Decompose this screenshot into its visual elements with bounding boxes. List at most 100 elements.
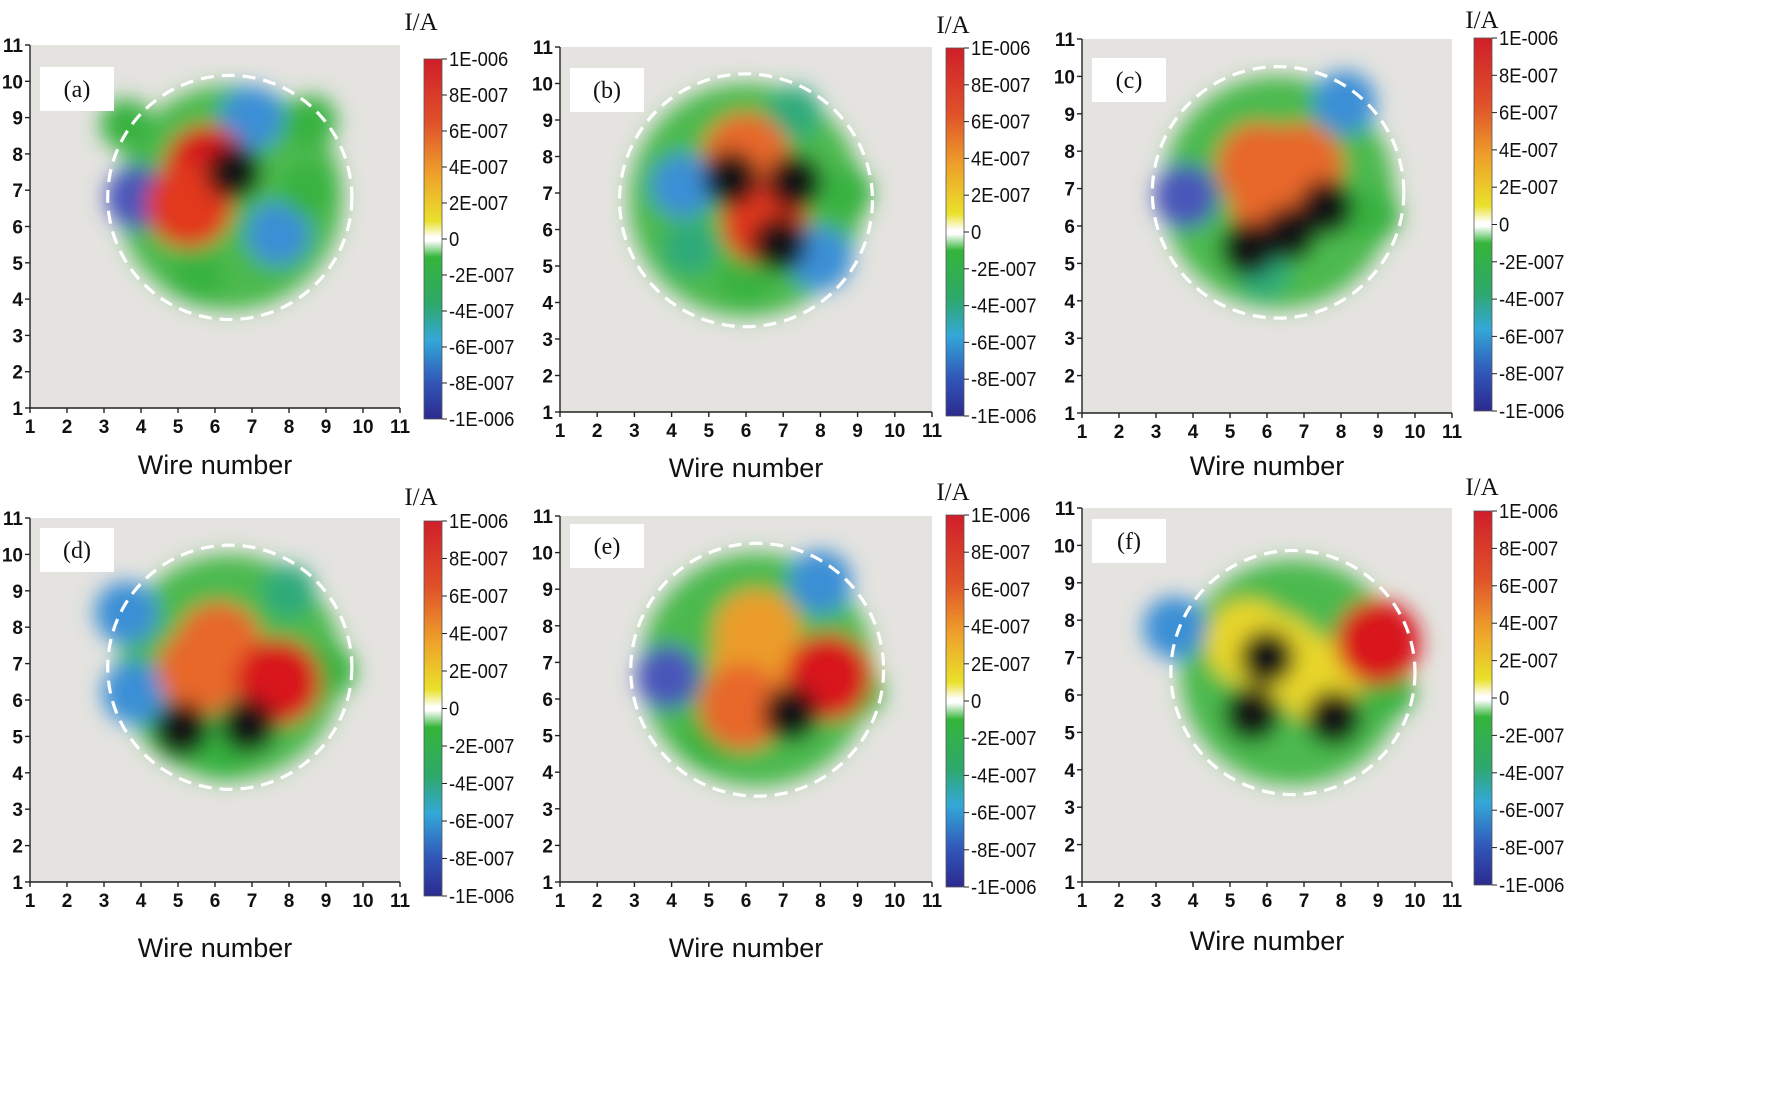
y-tick-label: 8 — [1064, 142, 1075, 163]
heatmap-blob — [263, 564, 315, 617]
y-tick-label: 10 — [1054, 67, 1075, 88]
dashed-circle — [106, 73, 354, 322]
y-tick-label: 11 — [533, 38, 554, 59]
y-tick-label: 5 — [1064, 723, 1075, 744]
colorbar-tick-label: 1E-006 — [449, 511, 508, 533]
x-tick-label: 7 — [778, 421, 789, 442]
x-tick-label: 9 — [1373, 891, 1384, 912]
heatmap-blob — [1335, 600, 1421, 686]
y-tick-label: 7 — [12, 181, 23, 202]
x-axis-label: Wire number — [669, 933, 824, 963]
colorbar-tick-label: 1E-006 — [449, 49, 508, 71]
y-tick-label: 11 — [1055, 30, 1076, 51]
colorbar-tick-label: 1E-006 — [1499, 28, 1558, 50]
y-tick-label: 1 — [12, 399, 23, 420]
y-tick-label: 4 — [12, 764, 23, 785]
heatmap-blob — [699, 663, 786, 750]
y-tick-label: 5 — [12, 254, 23, 275]
colorbar-tick-label: -1E-006 — [971, 406, 1036, 428]
heatmap-blob — [1154, 164, 1218, 228]
x-tick-label: 5 — [704, 421, 715, 442]
colorbar-tick-label: -6E-007 — [971, 803, 1036, 825]
x-tick-label: 10 — [352, 417, 373, 438]
heatmap-field — [1143, 560, 1421, 785]
x-tick-label: 8 — [815, 891, 826, 912]
y-tick-label: 10 — [532, 75, 553, 96]
y-tick-label: 6 — [1064, 686, 1075, 707]
x-axis-label: Wire number — [1190, 926, 1345, 956]
colorbar-tick-label: -6E-007 — [449, 811, 514, 833]
x-tick-label: 3 — [1151, 422, 1162, 443]
colorbar-title: I/A — [404, 484, 437, 511]
y-tick-label: 5 — [542, 257, 553, 278]
x-tick-label: 4 — [666, 891, 677, 912]
colorbar-tick-label: -8E-007 — [971, 840, 1036, 862]
x-tick-label: 11 — [390, 891, 411, 912]
colorbar-tick-label: 6E-007 — [1499, 103, 1558, 125]
y-tick-label: 6 — [542, 221, 553, 242]
x-tick-label: 5 — [1225, 422, 1236, 443]
x-tick-label: 3 — [629, 891, 640, 912]
y-tick-label: 3 — [1064, 798, 1075, 819]
heatmap-blob — [153, 701, 210, 757]
x-tick-label: 4 — [1188, 891, 1199, 912]
heatmap-blob — [102, 661, 166, 725]
x-tick-label: 7 — [1299, 891, 1310, 912]
colorbar-tick-label: 6E-007 — [971, 580, 1030, 602]
heatmap-blob — [94, 581, 158, 645]
colorbar-tick-label: -2E-007 — [449, 265, 514, 287]
colorbar-tick-label: 1E-006 — [1499, 501, 1558, 523]
y-tick-label: 9 — [542, 111, 553, 132]
y-tick-label: 3 — [12, 800, 23, 821]
colorbar-tick-label: 6E-007 — [971, 112, 1030, 134]
x-tick-label: 4 — [666, 421, 677, 442]
x-axis-label: Wire number — [1190, 451, 1345, 481]
colorbar-title: I/A — [936, 479, 969, 506]
colorbar-tick-label: 2E-007 — [1499, 178, 1558, 200]
colorbar-tick-label: 1E-006 — [971, 505, 1030, 527]
colorbar-title: I/A — [936, 12, 969, 39]
colorbar-tick-label: -2E-007 — [1499, 252, 1564, 274]
y-tick-label: 1 — [542, 403, 553, 424]
colorbar-tick-label: -6E-007 — [1499, 327, 1564, 349]
colorbar-tick-label: 0 — [1499, 215, 1509, 237]
colorbar-tick-label: 2E-007 — [449, 661, 508, 683]
colorbar-tick-label: 8E-007 — [1499, 66, 1558, 88]
colorbar-tick-label: -6E-007 — [1499, 801, 1564, 823]
y-tick-label: 3 — [1064, 329, 1075, 350]
y-tick-label: 7 — [542, 184, 553, 205]
panel-label-box — [40, 67, 114, 111]
x-tick-label: 5 — [173, 417, 184, 438]
heatmap-blob — [768, 86, 821, 139]
colorbar-title: I/A — [404, 9, 437, 36]
heatmap-blob — [1220, 220, 1277, 277]
colorbar-tick-label: 8E-007 — [449, 85, 508, 107]
colorbar-tick-label: -2E-007 — [971, 259, 1036, 281]
x-tick-label: 8 — [1336, 422, 1347, 443]
x-tick-label: 7 — [1299, 422, 1310, 443]
colorbar-tick-label: -1E-006 — [449, 409, 514, 431]
colorbar-tick-label: -6E-007 — [449, 337, 514, 359]
colorbar-tick-label: -1E-006 — [971, 877, 1036, 899]
colorbar-tick-label: -1E-006 — [1499, 875, 1564, 897]
panel-label-box — [1092, 58, 1166, 102]
y-tick-label: 2 — [12, 837, 23, 858]
colorbar-tick-label: 8E-007 — [971, 543, 1030, 565]
y-tick-label: 1 — [1064, 873, 1075, 894]
x-tick-label: 6 — [741, 421, 752, 442]
x-axis-label: Wire number — [138, 933, 293, 963]
y-tick-label: 8 — [12, 145, 23, 166]
x-tick-label: 6 — [741, 891, 752, 912]
x-tick-label: 2 — [62, 417, 73, 438]
colorbar-tick-label: 8E-007 — [971, 75, 1030, 97]
heatmap-blob — [1143, 596, 1206, 660]
y-tick-label: 9 — [12, 582, 23, 603]
heatmap-blob — [1224, 685, 1280, 742]
heatmap-field — [1154, 71, 1401, 309]
x-tick-label: 6 — [210, 891, 221, 912]
y-tick-label: 3 — [542, 330, 553, 351]
colorbar-tick-label: -1E-006 — [1499, 401, 1564, 423]
x-tick-label: 3 — [1151, 891, 1162, 912]
